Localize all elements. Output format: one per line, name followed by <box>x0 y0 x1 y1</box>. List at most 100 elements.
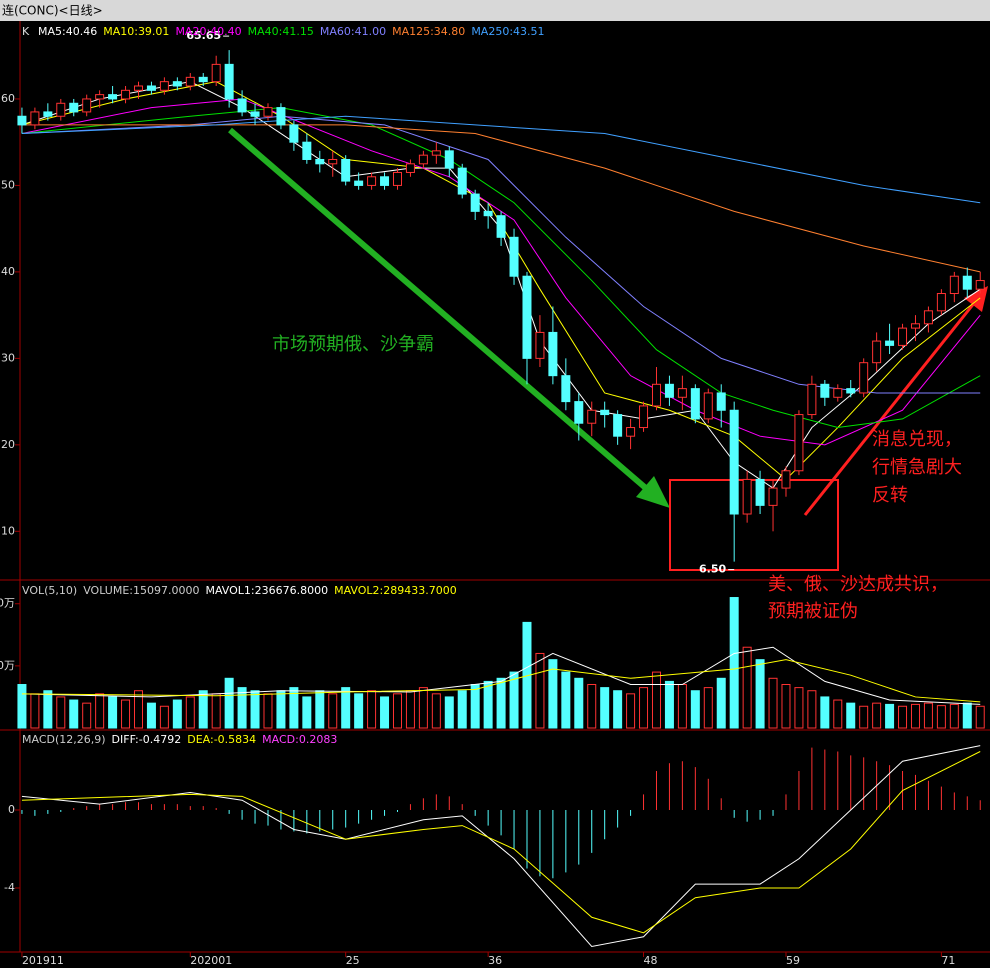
annotation-note: 行情急剧大 <box>872 457 962 478</box>
volume-bar <box>535 652 545 729</box>
candle-body <box>639 405 649 429</box>
candle-body <box>716 392 726 411</box>
volume-bar <box>367 690 377 729</box>
volume-bar <box>613 690 623 729</box>
candle-body <box>742 478 752 515</box>
candle-body <box>276 107 286 126</box>
candle-body <box>121 89 131 100</box>
volume-bar <box>716 677 726 729</box>
volume-bar <box>574 677 584 729</box>
volume-bar <box>341 687 351 729</box>
volume-bar <box>405 690 415 729</box>
candle-body <box>535 331 545 359</box>
x-tick-label: 48 <box>644 954 658 967</box>
volume-average <box>21 659 981 703</box>
candle-body <box>392 171 402 186</box>
candle-body <box>587 409 597 424</box>
candle-body <box>574 401 584 424</box>
volume-bar <box>923 702 933 729</box>
y-tick-label: 40 <box>1 265 15 278</box>
legend-entry: VOL(5,10) <box>22 584 77 597</box>
candle-body <box>457 167 467 195</box>
y-tick-label: 30 <box>1 351 15 364</box>
candle-body <box>846 388 856 394</box>
candle-body <box>872 340 882 364</box>
volume-bar <box>17 684 27 729</box>
x-tick-label: 25 <box>346 954 360 967</box>
volume-bar <box>651 671 661 729</box>
y-tick-label: -4 <box>4 881 15 894</box>
candle-body <box>354 180 364 186</box>
volume-bar <box>859 705 869 729</box>
volume-bar <box>276 690 286 729</box>
legend-entry: MAVOL1:236676.8000 <box>205 584 328 597</box>
volume-bar <box>509 671 519 729</box>
volume-bar <box>690 690 700 729</box>
volume-bar <box>910 703 920 729</box>
volume-bar <box>600 687 610 729</box>
candle-body <box>923 310 933 325</box>
macd-line <box>21 745 981 948</box>
volume-bar <box>250 690 260 729</box>
volume-bar <box>237 687 247 729</box>
candle-body <box>664 383 674 398</box>
candle-body <box>69 102 79 113</box>
volume-bar <box>975 705 985 729</box>
volume-bar <box>548 659 558 729</box>
volume-bar <box>418 687 428 729</box>
legend-entry: DEA:-0.5834 <box>187 733 256 746</box>
volume-bar <box>626 693 636 729</box>
volume-bar <box>807 690 817 729</box>
candle-body <box>185 76 195 87</box>
volume-bar <box>703 687 713 729</box>
legend-entry: MA40:41.15 <box>248 25 314 38</box>
candle-body <box>56 102 66 117</box>
candle-body <box>470 193 480 212</box>
volume-bar <box>95 693 105 729</box>
candle-body <box>17 115 27 126</box>
y-tick-label: 0万 <box>0 597 15 610</box>
price-annotation: 65.65 <box>186 29 221 42</box>
volume-bar <box>172 699 182 729</box>
candle-body <box>885 340 895 346</box>
volume-bar <box>354 693 364 729</box>
candle-body <box>898 327 908 346</box>
candle-body <box>95 94 105 100</box>
volume-bar <box>936 705 946 729</box>
annotation-note: 美、俄、沙达成共识， <box>768 574 948 595</box>
volume-bar <box>30 693 40 729</box>
x-tick-label: 59 <box>786 954 800 967</box>
volume-bar <box>56 696 66 729</box>
candle-body <box>315 158 325 165</box>
candle-body <box>367 176 377 186</box>
volume-bar <box>639 687 649 729</box>
volume-bar <box>69 699 79 729</box>
volume-bar <box>664 680 674 729</box>
candle-body <box>807 383 817 416</box>
annotation-note: 市场预期俄、沙争霸 <box>272 334 434 355</box>
candle-body <box>975 280 985 290</box>
legend-entry: MACD(12,26,9) <box>22 733 106 746</box>
volume-bar <box>587 684 597 729</box>
legend-entry: MA60:41.00 <box>320 25 386 38</box>
candle-body <box>43 111 53 117</box>
volume-bar <box>198 690 208 729</box>
volume-bar <box>729 597 739 729</box>
candle-body <box>263 107 273 117</box>
title-bar <box>0 0 990 21</box>
volume-bar <box>846 702 856 729</box>
macd-line <box>21 751 981 934</box>
panel-label: K <box>22 25 30 38</box>
candle-body <box>237 98 247 113</box>
y-tick-label: 10 <box>1 524 15 537</box>
volume-bar <box>781 684 791 729</box>
candle-body <box>768 487 778 506</box>
volume-bar <box>146 702 156 729</box>
volume-bar <box>108 696 118 729</box>
candle-body <box>133 85 143 91</box>
candle-body <box>82 98 92 113</box>
candle-body <box>703 392 713 420</box>
volume-bar <box>302 696 312 729</box>
candle-body <box>962 275 972 290</box>
